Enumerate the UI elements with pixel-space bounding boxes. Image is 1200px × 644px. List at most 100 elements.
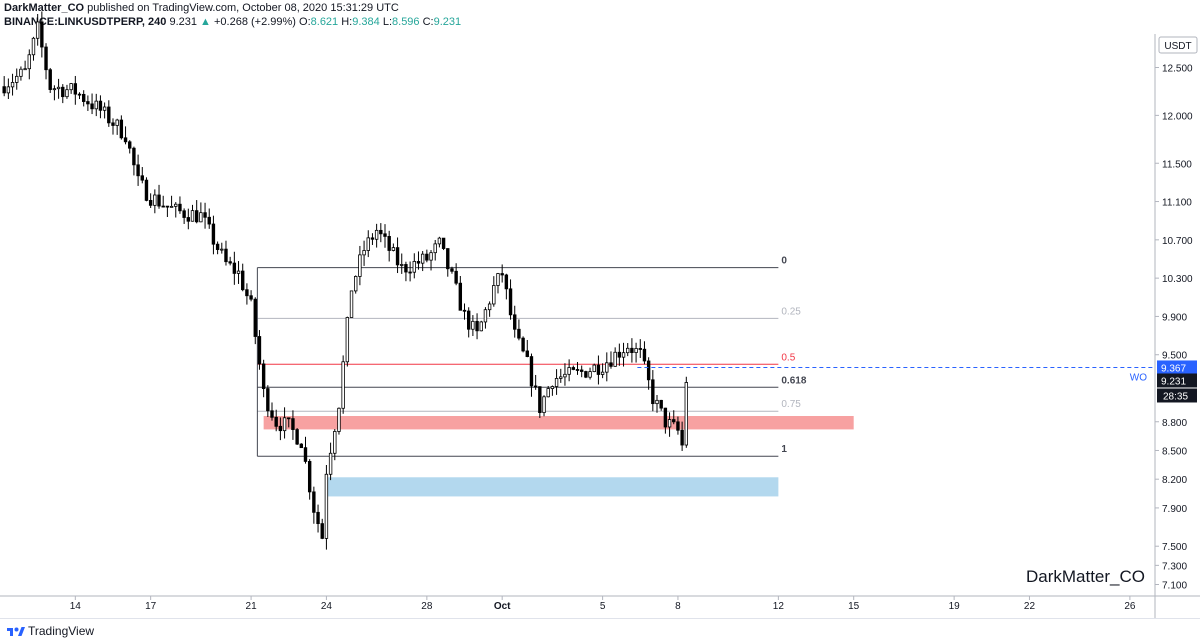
dashed-level-label: WO [1130,372,1147,383]
candle-body [538,386,542,413]
candle-body [174,203,178,207]
candle-body [81,93,86,102]
candle-body [416,261,421,264]
candle-body [458,282,463,311]
candle-body [245,289,249,297]
last-price: 9.231 [169,16,197,28]
candle-body [433,243,437,254]
candle-body [437,237,442,245]
currency-label: USDT [1164,41,1191,52]
candle-body [15,75,19,83]
candle-body [634,348,638,354]
candle-body [508,288,513,316]
candle-body [324,473,329,539]
candle-body [31,37,36,56]
high-value: 9.384 [352,16,380,28]
x-tick-label: 5 [600,601,606,612]
candle-body [354,276,358,292]
candle-body [533,385,538,388]
candle-body [165,205,170,208]
candle-body [241,270,245,291]
candle-body [362,250,366,256]
candle-body [646,360,651,381]
x-tick-label: 12 [773,601,785,612]
candle-body [492,285,496,305]
candle-body [450,268,454,272]
candle-body [270,410,274,418]
candle-body [391,247,396,251]
tradingview-logo-icon [7,627,25,636]
author-name[interactable]: DarkMatter_CO [4,2,85,14]
fib-level-label: 0.25 [781,306,801,317]
symbol-label[interactable]: BINANCE:LINKUSDTPERP, 240 [4,16,167,28]
candle-body [667,419,672,428]
candle-body [186,217,191,222]
candle-body [27,54,31,70]
candle-body [358,254,362,277]
x-tick-label: 15 [848,601,860,612]
candle-body [328,452,333,475]
candle-body [136,164,140,177]
low-label: L: [382,16,393,28]
candle-body [496,273,500,286]
candle-body [86,101,90,105]
candle-body [274,416,278,427]
price-chart[interactable]: USDT 12.500 12.000 11.500 11.100 10.700 10.300… [0,0,1200,618]
currency-badge [1158,36,1198,54]
y-tick-label: 10.300 [1162,274,1193,285]
fib-level-label: 0.618 [781,375,806,386]
candle-body [684,382,689,446]
candle-body [69,83,73,91]
candle-body [408,271,412,274]
candle-body [295,429,299,445]
candle-body [588,371,592,378]
low-value: 8.596 [392,16,420,28]
candle-body [642,348,647,362]
candle-body [203,212,207,218]
candle-body [44,46,48,71]
candle-body [220,248,224,251]
candle-body [638,348,642,350]
candle-body [111,122,115,126]
candle-body [224,248,228,263]
y-tick-label: 8.800 [1162,418,1187,429]
candle-body [513,314,517,330]
level-price-tag-box [1157,360,1197,375]
fib-level-label: 1 [781,444,787,455]
y-tick-label: 8.200 [1162,475,1187,486]
candle-body [663,407,668,428]
candle-body [613,351,617,367]
candle-body [266,388,270,412]
candle-body [115,119,119,126]
candle-body [132,147,136,166]
candle-body [48,69,52,90]
candle-body [207,216,211,225]
demand-zone-blue [326,477,779,497]
candle-body [563,373,567,378]
candle-body [23,68,27,71]
candle-body [10,82,15,88]
candle-body [307,461,312,493]
candle-body [73,83,78,95]
candle-body [287,417,291,420]
y-tick-label: 12.000 [1162,111,1193,122]
open-value: 8.621 [310,16,339,28]
candle-body [148,200,153,206]
candle-body [626,347,630,354]
candle-body [487,303,492,311]
candle-body [249,295,253,300]
candle-body [395,247,400,266]
candle-body [94,100,98,110]
candle-body [320,523,324,539]
candle-body [429,252,433,261]
candle-body [370,237,375,240]
candle-body [609,362,613,367]
candle-body [500,273,504,276]
candle-body [521,337,525,352]
candle-body [333,431,337,454]
candle-body [479,321,483,332]
candle-body [144,179,149,201]
tradingview-brand[interactable]: TradingView [28,624,95,638]
candle-body [119,119,124,139]
y-tick-label: 7.100 [1162,581,1187,592]
